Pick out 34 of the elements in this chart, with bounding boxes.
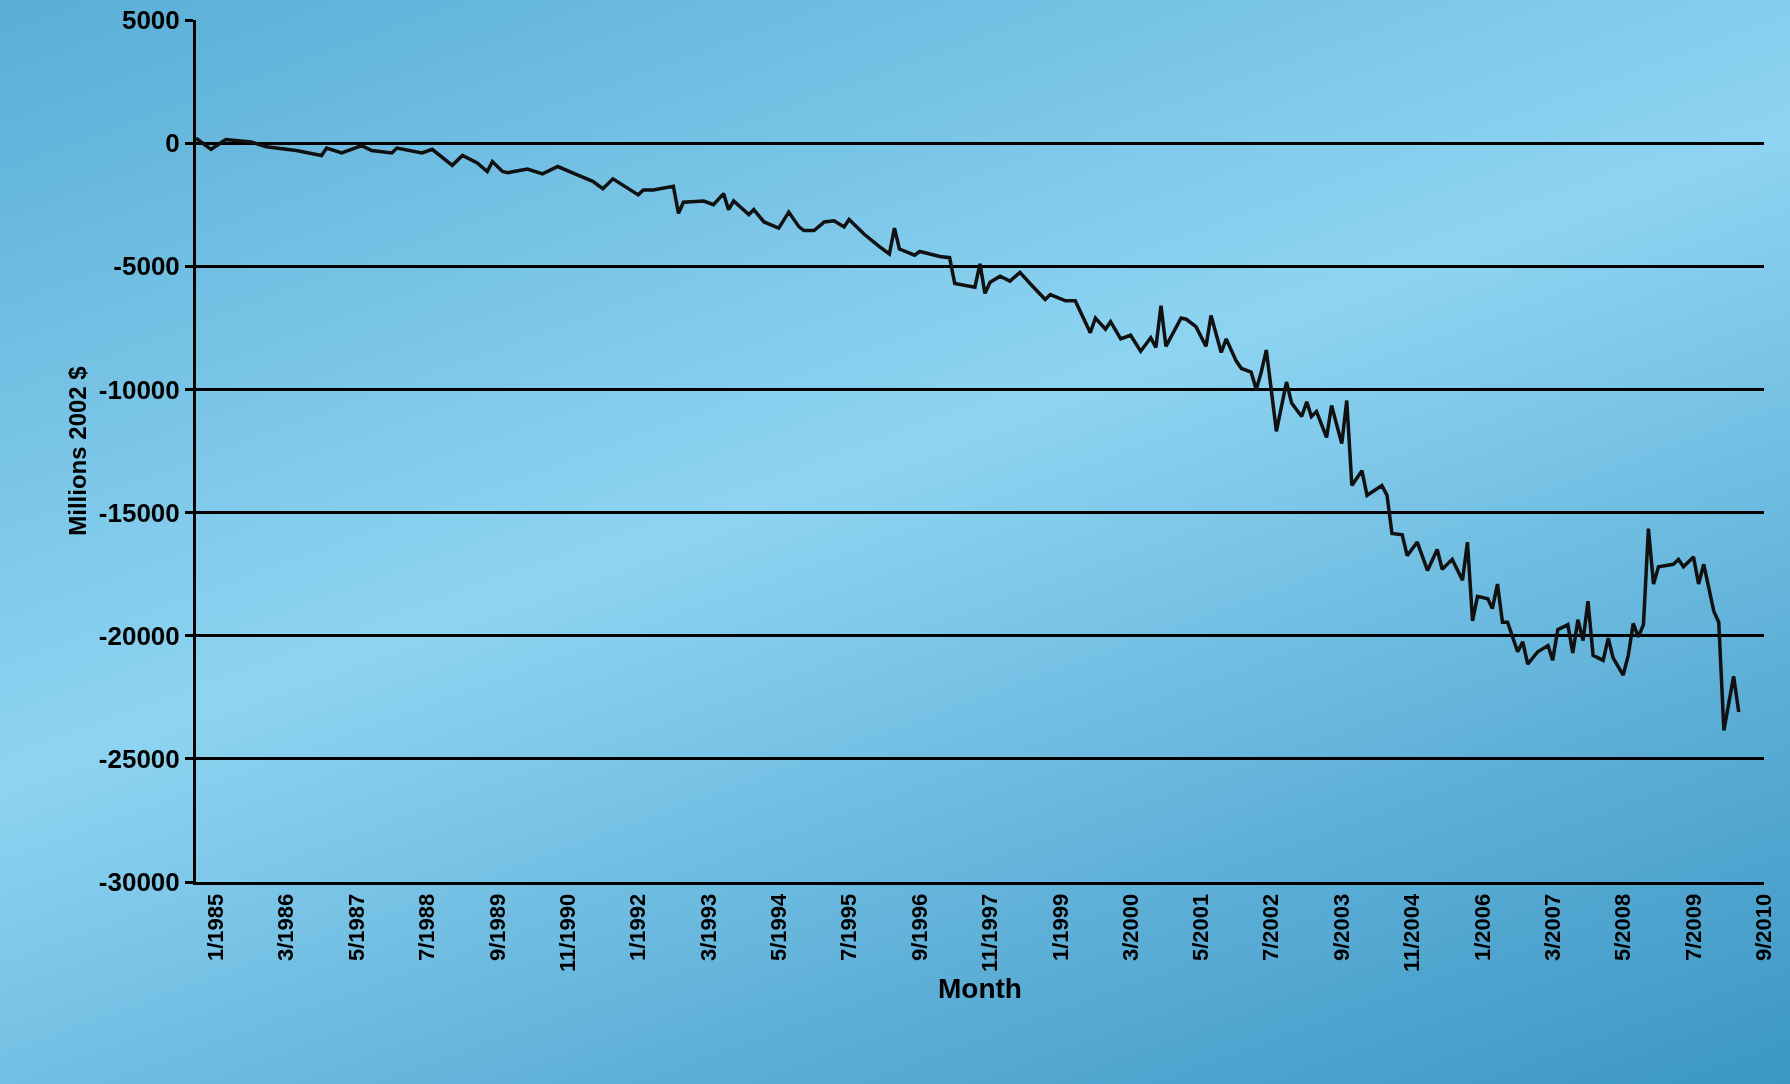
x-tick-label: 3/1986 — [273, 893, 299, 962]
x-tick-label: 3/1993 — [695, 893, 721, 962]
x-tick-label: 3/2000 — [1117, 893, 1143, 962]
x-tick-label: 3/2007 — [1539, 893, 1565, 962]
x-tick-label: 9/2003 — [1328, 893, 1354, 962]
y-tick-label: -30000 — [98, 867, 180, 898]
y-tick-label: 0 — [165, 128, 180, 159]
x-tick-label: 1/2006 — [1469, 893, 1495, 962]
line-series — [196, 136, 1741, 733]
x-tick-label: 11/1990 — [555, 893, 581, 973]
x-tick-label: 5/1987 — [343, 893, 369, 962]
x-tick-label: 1/1985 — [203, 893, 229, 962]
y-tick-label: -20000 — [98, 620, 180, 651]
x-tick-label: 1/1992 — [625, 893, 651, 962]
x-tick-label: 9/1996 — [906, 893, 932, 962]
x-tick-label: 7/1988 — [414, 893, 440, 962]
x-tick-label: 7/2009 — [1680, 893, 1706, 962]
y-tick-label: 5000 — [121, 5, 180, 36]
x-tick-label: 11/1997 — [977, 893, 1003, 973]
x-tick-label: 7/1995 — [836, 893, 862, 962]
x-tick-label: 1/1999 — [1047, 893, 1073, 962]
x-axis-title: Month — [938, 973, 1022, 1005]
y-tick-label: -15000 — [98, 497, 180, 528]
y-tick-label: -5000 — [113, 251, 180, 282]
x-tick-label: 5/2001 — [1188, 893, 1214, 962]
x-tick-label: 9/1989 — [484, 893, 510, 962]
y-tick-label: -10000 — [98, 374, 180, 405]
x-tick-label: 7/2002 — [1258, 893, 1284, 962]
x-tick-label: 11/2004 — [1399, 893, 1425, 973]
y-axis-title: Millions 2002 $ — [63, 365, 91, 536]
x-tick-label: 9/2010 — [1751, 893, 1777, 962]
x-tick-label: 5/1994 — [765, 893, 791, 962]
y-tick-label: -25000 — [98, 743, 180, 774]
x-tick-label: 5/2008 — [1610, 893, 1636, 962]
